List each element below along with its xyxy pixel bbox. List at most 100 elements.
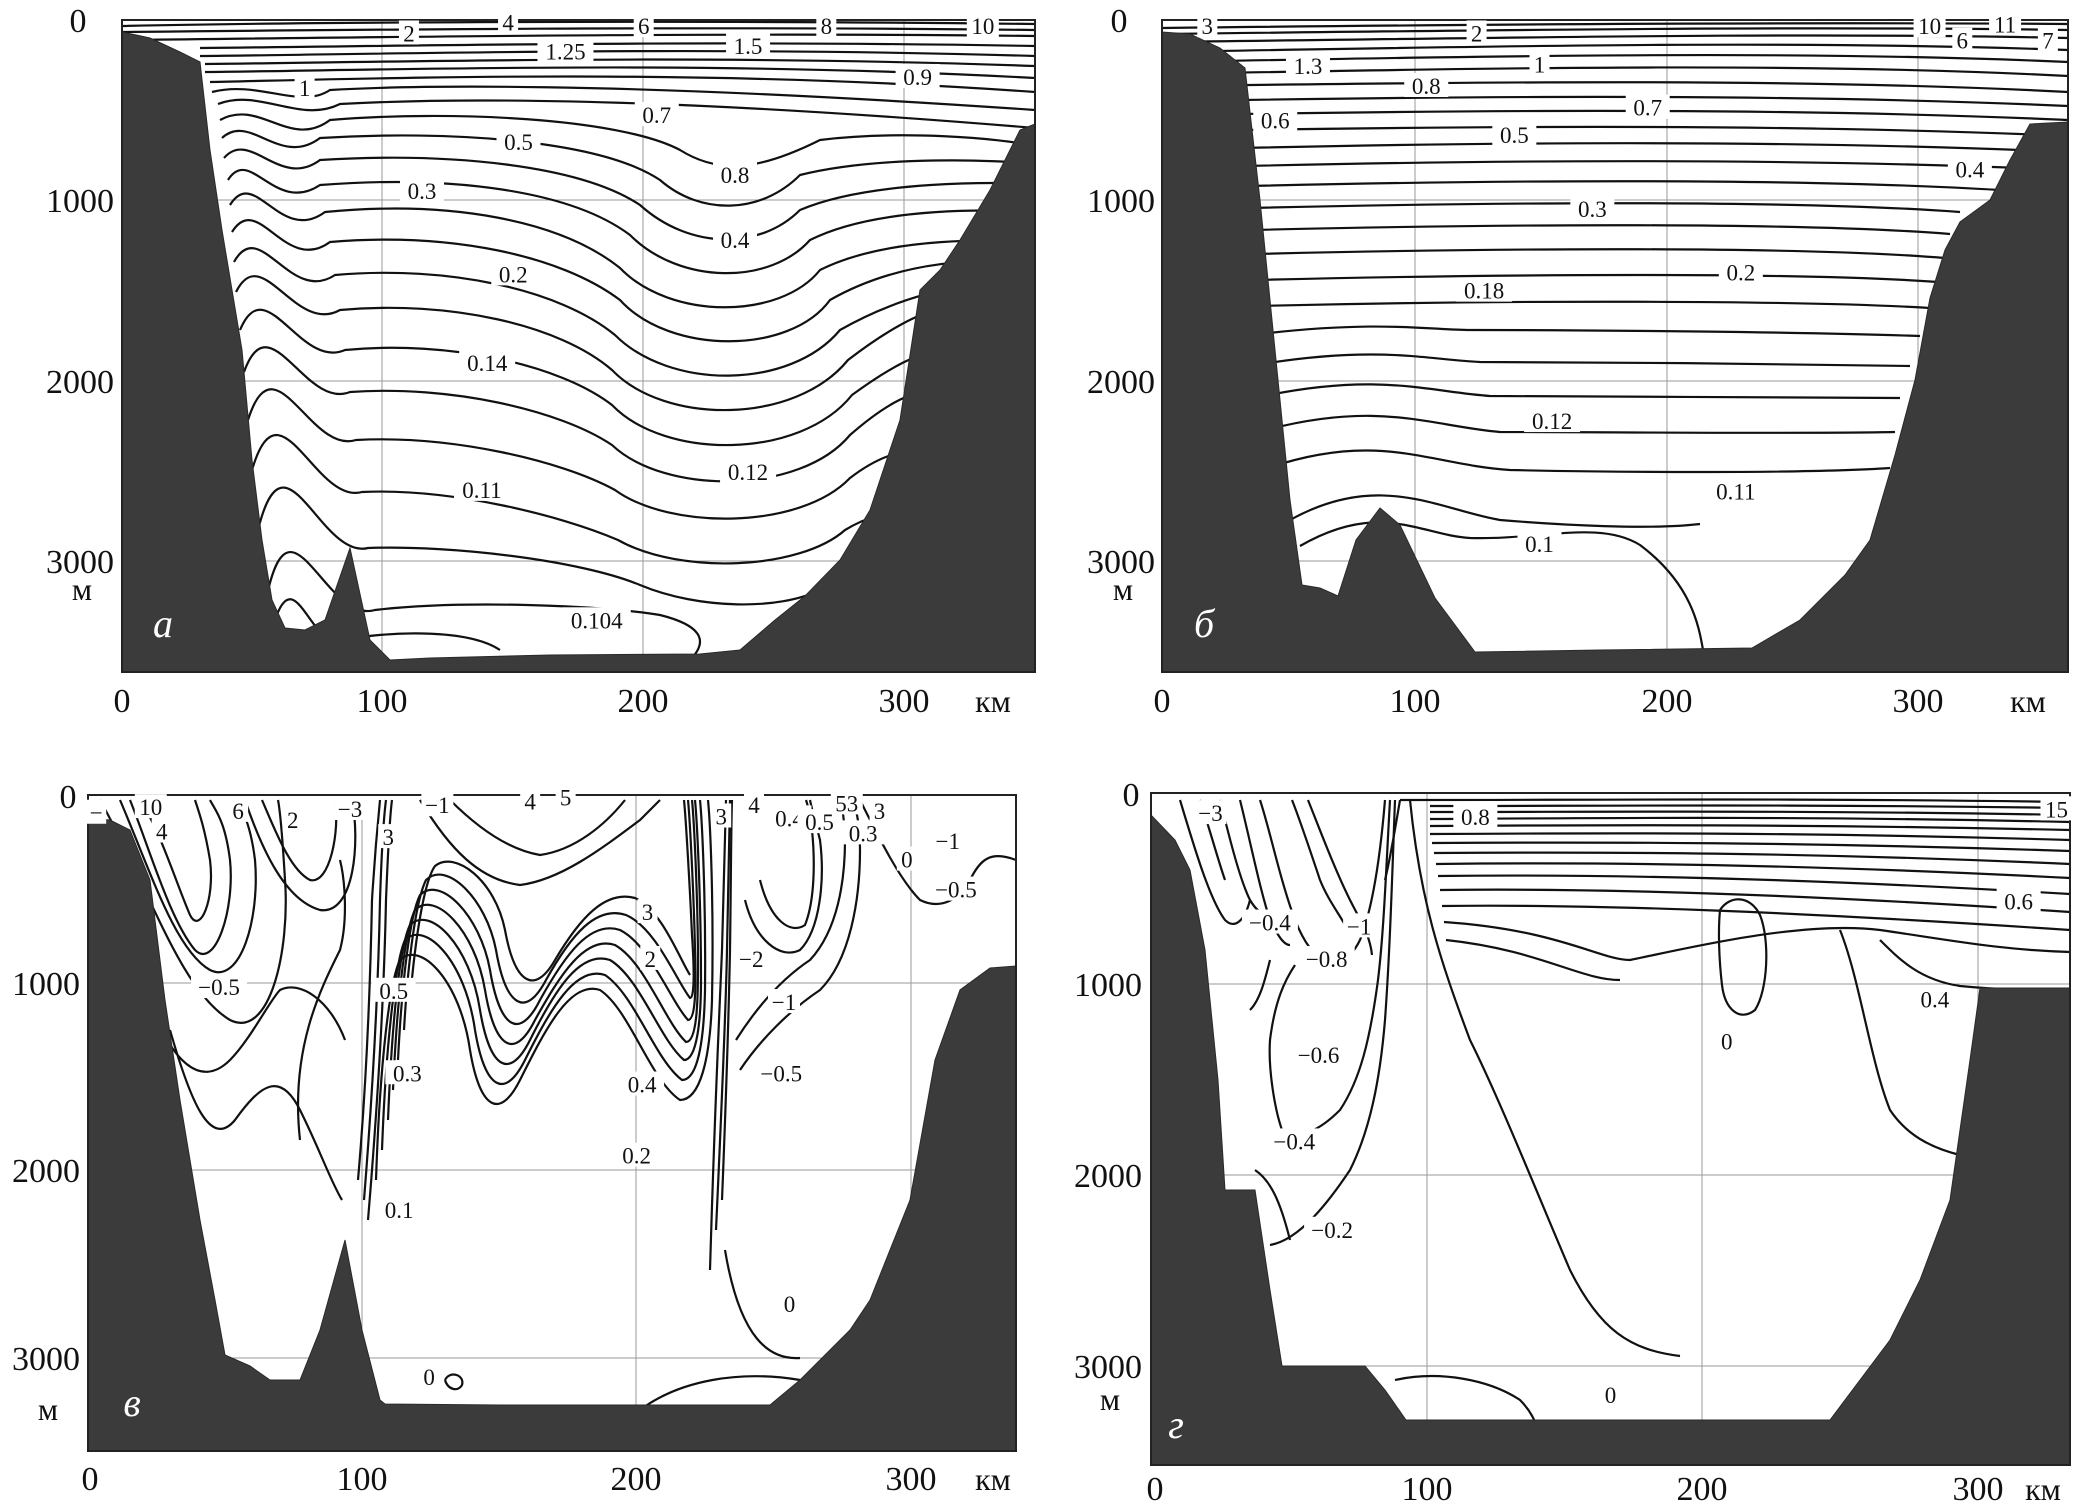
contour-label: 0.12 — [728, 460, 768, 485]
panel-d-seafloor — [1150, 813, 2071, 1466]
panel-b-ytick: 2000 — [1087, 364, 1155, 401]
contour-label-bg — [228, 797, 249, 822]
contour-label-bg — [713, 161, 758, 186]
panel-a-xtick: 200 — [618, 683, 669, 720]
contour-label-bg — [1404, 73, 1449, 98]
contour-label-bg — [282, 807, 303, 832]
contour-label: 0.5 — [805, 810, 834, 835]
contour-label: 5 — [560, 786, 572, 811]
contour-label: 0.3 — [1578, 197, 1607, 222]
contour-label: −0.4 — [1249, 911, 1291, 936]
panel-d-ytick: 1000 — [1074, 967, 1142, 1004]
panel-d-y-unit: м — [1100, 1381, 1120, 1417]
contour-label: 3 — [382, 825, 394, 850]
panel-a-grid — [122, 20, 1035, 672]
contour-label: −1 — [425, 793, 449, 818]
contour-label-bg — [1600, 1381, 1621, 1406]
contour-label: 4 — [524, 789, 536, 814]
contour-label: −1 — [772, 990, 796, 1015]
contour-label: 0.1 — [385, 1198, 414, 1223]
panel-c-seafloor — [87, 817, 1017, 1452]
panel-b-y-unit: м — [1113, 571, 1133, 607]
contour-label-bg — [768, 989, 800, 1014]
contour-label-bg — [1570, 196, 1615, 221]
panel-a-xtick: 300 — [879, 683, 930, 720]
contour-label-bg — [634, 101, 679, 126]
contour-label-bg — [334, 795, 367, 820]
contour-label-bg — [1625, 94, 1670, 119]
contour-label-bg — [779, 1290, 800, 1315]
contour-label-bg — [2040, 796, 2073, 821]
contour-label-bg — [735, 945, 768, 970]
contour-label: 0.104 — [571, 608, 623, 633]
panel-b: 0 1000 2000 3000 м 0 100 200 300 км б 3 2… — [1087, 3, 2069, 720]
contour-label: 15 — [2045, 797, 2068, 822]
panel-b-xtick: 100 — [1390, 683, 1441, 720]
contour-label-bg — [1707, 478, 1764, 503]
panel-b-xtick: 200 — [1642, 683, 1693, 720]
contour-label-bg — [620, 1071, 665, 1096]
panel-a-ytick: 1000 — [46, 183, 114, 220]
contour-label-bg — [562, 607, 631, 632]
contour-label: 11 — [1994, 12, 2016, 37]
panel-d-ytick: 2000 — [1074, 1158, 1142, 1195]
panel-a-contour-labels: 2 4 6 8 10 1.25 1.5 0.9 1 0.7 0.5 0.8 0.3 0.4 0.2 0.14 0… — [294, 9, 999, 633]
contour-label-bg — [294, 74, 315, 99]
contour-label-bg — [895, 63, 940, 88]
contour-label: 0.4 — [721, 228, 750, 253]
panel-d-xtick: 200 — [1677, 1471, 1728, 1506]
contour-label: 3 — [1202, 14, 1214, 39]
contour-label: 2 — [403, 21, 415, 46]
contour-label: 0.14 — [467, 351, 508, 376]
contour-label: 3 — [874, 799, 886, 824]
contour-label: 2 — [287, 808, 299, 833]
contour-label: 0.5 — [504, 130, 533, 155]
contour-label-bg — [421, 792, 454, 817]
contour-label-bg — [86, 799, 107, 824]
contour-label-bg — [1913, 13, 1946, 38]
contour-label: 4 — [502, 11, 514, 36]
contour-label-bg — [1197, 13, 1218, 38]
contour-label: 4 — [156, 819, 168, 844]
contour-label-bg — [927, 876, 984, 901]
contour-label: 0.18 — [1464, 279, 1504, 304]
contour-label-bg — [640, 945, 661, 970]
panel-c-x-unit: км — [975, 1461, 1011, 1497]
contour-label: 53 — [835, 791, 858, 816]
panel-c-ytick: 3000 — [12, 1341, 80, 1378]
contour-label: −2 — [739, 947, 763, 972]
panel-a: 0 1000 2000 3000 м 0 100 200 300 км а 2 4… — [46, 3, 1036, 720]
panel-c-ytick: 2000 — [12, 1153, 80, 1190]
contour-label: 1 — [299, 76, 311, 101]
panel-d-frame — [1150, 792, 2071, 1466]
panel-b-frame — [1161, 19, 2069, 673]
contour-label: 0.2 — [499, 262, 528, 287]
contour-label: 2 — [645, 947, 657, 972]
contour-label-bg — [753, 1060, 810, 1085]
contour-label: 10 — [139, 795, 162, 820]
contour-label: 0 — [423, 1365, 435, 1390]
contour-label: −0.5 — [198, 975, 240, 1000]
contour-label: 0.3 — [393, 1061, 422, 1086]
panel-c-axes: 0 1000 2000 3000 м 0 100 200 300 км в — [12, 779, 1011, 1498]
panel-a-axes: 0 1000 2000 3000 м 0 100 200 300 км а — [46, 3, 1011, 720]
contour-label-bg — [713, 226, 758, 251]
panel-a-xtick: 0 — [114, 683, 131, 720]
panel-a-seafloor — [121, 31, 1036, 673]
contour-label-bg — [399, 178, 444, 203]
contour-label: − — [90, 801, 103, 826]
contour-label: 0.8 — [721, 163, 750, 188]
panel-c-xtick: 100 — [337, 1461, 388, 1498]
contour-label: 0.5 — [379, 979, 408, 1004]
contour-label: 4 — [748, 793, 760, 818]
contour-label-bg — [1343, 913, 1376, 938]
contour-label: −0.5 — [935, 878, 977, 903]
contour-label: 1 — [1534, 52, 1546, 77]
panel-b-ytick: 1000 — [1087, 183, 1155, 220]
contour-label-bg — [134, 794, 167, 819]
contour-label: 10 — [971, 14, 994, 39]
contour-label-bg — [1718, 259, 1763, 284]
contour-label-bg — [966, 13, 999, 38]
